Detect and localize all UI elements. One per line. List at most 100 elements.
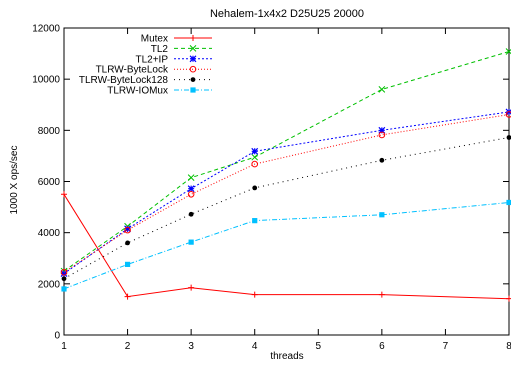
marker-shape xyxy=(124,225,131,233)
x-tick-label: 2 xyxy=(125,341,131,352)
marker-shape xyxy=(378,131,386,139)
series-line-1 xyxy=(63,194,510,300)
y-tick-label: 8000 xyxy=(38,126,61,137)
y-tick-label: 10000 xyxy=(32,75,60,86)
data-point xyxy=(378,131,386,139)
data-point xyxy=(251,291,258,298)
marker-shape xyxy=(61,191,67,198)
marker-shape xyxy=(505,111,511,118)
marker-shape xyxy=(378,126,386,134)
data-point xyxy=(378,86,386,93)
marker-shape xyxy=(506,199,511,206)
series-line-3 xyxy=(63,111,510,275)
y-tick-label: 6000 xyxy=(38,177,61,188)
marker-shape xyxy=(251,160,259,168)
marker-shape xyxy=(124,293,131,300)
data-point xyxy=(251,147,259,155)
data-point xyxy=(505,111,511,118)
data-point xyxy=(252,218,258,224)
marker-shape xyxy=(187,185,195,193)
legend-label: TLRW-ByteLock xyxy=(96,65,169,76)
x-tick-label: 8 xyxy=(506,341,511,352)
y-tick-label: 2000 xyxy=(38,279,61,290)
data-point xyxy=(188,284,195,291)
data-point xyxy=(379,212,385,218)
legend: MutexTL2TL2+IPTLRW-ByteLockTLRW-ByteLock… xyxy=(79,34,212,97)
legend-marker xyxy=(190,77,196,82)
series-line-4 xyxy=(63,114,510,273)
marker-shape xyxy=(251,291,258,298)
y-axis-label: 1000 X ops/sec xyxy=(9,146,20,215)
marker-shape xyxy=(190,35,196,41)
data-point xyxy=(188,211,194,217)
legend-marker xyxy=(190,35,196,41)
marker-shape xyxy=(60,270,68,278)
legend-marker xyxy=(189,45,197,52)
marker-shape xyxy=(251,147,259,155)
data-point xyxy=(125,240,130,246)
marker-shape xyxy=(188,284,195,291)
marker-shape xyxy=(188,239,194,245)
marker-shape xyxy=(61,276,67,282)
x-tick-label: 3 xyxy=(188,341,194,352)
y-tick-label: 4000 xyxy=(38,228,61,239)
marker-shape xyxy=(125,240,130,246)
x-tick-label: 1 xyxy=(61,341,67,352)
marker-shape xyxy=(506,295,511,302)
marker-shape xyxy=(60,269,68,276)
data-point xyxy=(187,174,195,182)
marker-shape xyxy=(378,86,386,93)
marker-shape xyxy=(188,211,194,217)
x-tick-label: 7 xyxy=(443,341,449,352)
marker-shape xyxy=(189,65,197,73)
marker-shape xyxy=(190,77,196,82)
marker-shape xyxy=(124,261,131,267)
series-line-2 xyxy=(63,51,510,272)
y-tick-label: 0 xyxy=(54,331,60,342)
marker-shape xyxy=(379,212,385,218)
legend-marker xyxy=(190,87,196,93)
data-point xyxy=(60,270,68,278)
data-point xyxy=(60,269,68,276)
legend-label: TL2 xyxy=(151,44,169,55)
marker-shape xyxy=(61,286,67,292)
marker-shape xyxy=(505,48,511,55)
data-point xyxy=(188,239,194,245)
data-point xyxy=(506,199,511,206)
marker-shape xyxy=(252,185,258,191)
chart-title: Nehalem-1x4x2 D25U25 20000 xyxy=(210,8,364,20)
marker-shape xyxy=(190,87,196,93)
data-point xyxy=(379,157,385,163)
x-tick-label: 4 xyxy=(252,341,258,352)
data-point xyxy=(124,293,131,300)
data-point xyxy=(124,225,131,233)
marker-shape xyxy=(189,55,197,63)
data-point xyxy=(505,48,511,55)
legend-marker xyxy=(189,65,197,73)
data-point xyxy=(124,226,131,234)
data-point xyxy=(378,291,385,298)
marker-shape xyxy=(124,226,131,234)
legend-label: TLRW-ByteLock128 xyxy=(79,75,169,86)
data-point xyxy=(378,126,386,134)
marker-shape xyxy=(187,174,195,182)
data-point xyxy=(124,261,131,267)
x-axis-label: threads xyxy=(270,351,303,362)
y-tick-label: 12000 xyxy=(32,24,60,35)
marker-shape xyxy=(378,291,385,298)
data-point xyxy=(506,135,511,140)
legend-label: Mutex xyxy=(141,34,168,45)
legend-marker xyxy=(189,55,197,63)
data-point xyxy=(61,276,67,282)
marker-shape xyxy=(379,157,385,163)
legend-label: TL2+IP xyxy=(135,54,168,65)
data-point xyxy=(61,191,67,198)
data-point xyxy=(61,286,67,292)
data-point xyxy=(187,190,195,198)
legend-label: TLRW-IOMux xyxy=(107,86,168,97)
marker-shape xyxy=(189,45,197,52)
data-point xyxy=(251,160,259,168)
marker-shape xyxy=(252,218,258,224)
